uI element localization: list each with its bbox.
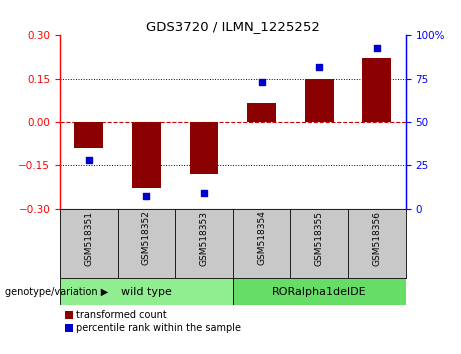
Text: genotype/variation ▶: genotype/variation ▶ — [5, 287, 108, 297]
Bar — [132, 122, 161, 188]
Text: GSM518353: GSM518353 — [200, 211, 208, 266]
Title: GDS3720 / ILMN_1225252: GDS3720 / ILMN_1225252 — [146, 20, 320, 33]
Bar — [362, 58, 391, 122]
Text: wild type: wild type — [121, 287, 172, 297]
Bar — [233, 278, 406, 306]
Bar — [74, 122, 103, 148]
Text: GSM518352: GSM518352 — [142, 211, 151, 266]
Legend: transformed count, percentile rank within the sample: transformed count, percentile rank withi… — [65, 310, 242, 333]
Point — [142, 194, 150, 199]
Bar — [189, 122, 219, 174]
Point — [85, 157, 92, 163]
Bar — [60, 278, 233, 306]
Bar — [247, 103, 276, 122]
Text: RORalpha1delDE: RORalpha1delDE — [272, 287, 366, 297]
Point — [258, 79, 266, 85]
Text: GSM518355: GSM518355 — [315, 211, 324, 266]
Point — [200, 190, 207, 196]
Text: GSM518354: GSM518354 — [257, 211, 266, 266]
Point — [373, 45, 381, 50]
Bar — [305, 79, 334, 122]
Text: GSM518356: GSM518356 — [372, 211, 381, 266]
Point — [315, 64, 323, 69]
Text: GSM518351: GSM518351 — [84, 211, 93, 266]
